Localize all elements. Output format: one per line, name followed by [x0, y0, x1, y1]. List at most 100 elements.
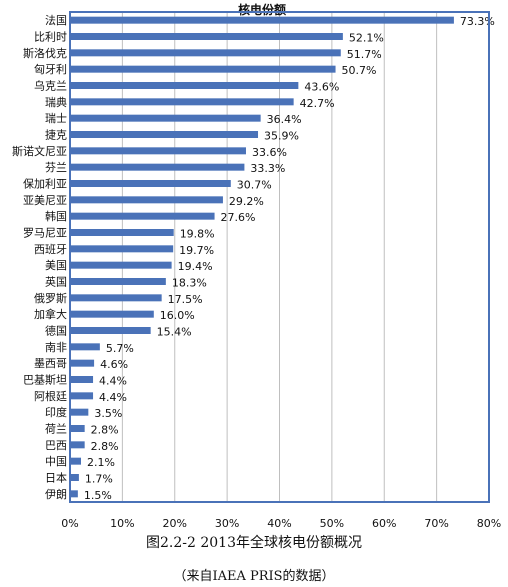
figure-caption: 图2.2-2 2013年全球核电份额概况 — [146, 535, 362, 551]
category-label: 罗马尼亚 — [23, 227, 67, 240]
bar — [70, 163, 245, 171]
x-tick-label: 10% — [110, 517, 134, 530]
bar — [70, 131, 259, 138]
category-label: 亚美尼亚 — [23, 194, 67, 207]
bar — [70, 49, 341, 57]
value-label: 52.1% — [349, 32, 384, 45]
category-label: 法国 — [45, 13, 67, 27]
source-caption: （来自IAEA PRIS的数据） — [173, 569, 335, 584]
value-label: 51.7% — [347, 48, 382, 61]
category-label: 西班牙 — [34, 243, 67, 256]
bar — [70, 408, 89, 416]
value-label: 17.5% — [168, 293, 203, 306]
value-label: 4.6% — [100, 358, 128, 371]
category-label: 南非 — [45, 341, 67, 354]
bar — [70, 294, 162, 302]
value-label: 35.9% — [264, 130, 299, 143]
category-label: 韩国 — [45, 209, 67, 223]
bar — [70, 376, 94, 383]
category-label: 瑞典 — [45, 95, 67, 109]
category-label: 捷克 — [45, 128, 67, 142]
bar — [70, 441, 85, 449]
value-label: 3.5% — [94, 407, 122, 420]
category-label: 印度 — [45, 405, 67, 419]
category-label: 保加利亚 — [23, 177, 67, 191]
x-tick-label: 0% — [61, 517, 78, 530]
x-tick-label: 30% — [215, 517, 239, 530]
category-label: 巴西 — [45, 439, 67, 452]
bar — [70, 425, 85, 432]
category-label: 英国 — [45, 275, 67, 289]
category-label: 荷兰 — [45, 423, 67, 436]
value-label: 43.6% — [304, 81, 339, 94]
category-label: 墨西哥 — [34, 357, 67, 370]
bar — [70, 229, 174, 236]
value-label: 1.5% — [84, 489, 112, 502]
value-label: 15.4% — [157, 326, 192, 339]
value-label: 36.4% — [267, 113, 302, 126]
value-label: 19.4% — [178, 260, 213, 273]
value-label: 1.7% — [85, 473, 113, 486]
value-label: 16.0% — [160, 309, 195, 322]
x-tick-label: 40% — [267, 517, 291, 530]
value-label: 30.7% — [237, 179, 272, 192]
bar — [70, 147, 246, 155]
value-label: 42.7% — [300, 97, 335, 110]
x-tick-label: 60% — [372, 517, 396, 530]
value-label: 5.7% — [106, 342, 134, 355]
category-label: 加拿大 — [34, 307, 67, 321]
bar — [70, 490, 78, 498]
value-label: 73.3% — [460, 15, 495, 28]
bar — [70, 278, 166, 285]
category-label: 伊朗 — [45, 488, 67, 501]
value-label: 19.8% — [180, 228, 215, 241]
bar — [70, 310, 154, 318]
chart-title: 核电份额 — [238, 2, 286, 17]
category-label: 斯洛伐克 — [23, 46, 67, 60]
bar — [70, 327, 151, 334]
bar — [70, 261, 172, 269]
category-label: 日本 — [45, 471, 67, 485]
category-label: 美国 — [45, 259, 67, 272]
bar — [70, 98, 294, 106]
bar-chart: 核电份额 法国比利时斯洛伐克匈牙利乌克兰瑞典瑞士捷克斯诺文尼亚芬兰保加利亚亚美尼… — [12, 2, 501, 530]
category-label: 德国 — [45, 324, 67, 338]
x-tick-label: 20% — [163, 517, 187, 530]
value-label: 33.3% — [250, 162, 285, 175]
bar — [70, 82, 299, 89]
bar — [70, 196, 223, 204]
bar — [70, 16, 454, 24]
value-label: 29.2% — [229, 195, 264, 208]
value-label: 19.7% — [179, 244, 214, 257]
x-tick-label: 80% — [477, 517, 501, 530]
value-labels: 73.3% 52.1% 51.7% 50.7%43.6% 42.7% 36.4% 35.9%… — [84, 15, 495, 502]
value-label: 50.7% — [342, 64, 377, 77]
value-label: 27.6% — [221, 211, 256, 224]
bar — [70, 114, 261, 122]
category-label: 阿根廷 — [34, 389, 67, 403]
x-tick-label: 50% — [320, 517, 344, 530]
category-label: 芬兰 — [45, 161, 67, 174]
bars — [70, 16, 454, 498]
bar — [70, 33, 343, 40]
x-tick-labels: 0% 10% 20% 30% 40% 50% 60% 70% 80% — [61, 517, 501, 530]
value-label: 2.8% — [91, 424, 119, 437]
bar — [70, 343, 100, 351]
category-label: 巴基斯坦 — [23, 373, 67, 387]
x-tick-label: 70% — [424, 517, 448, 530]
bar — [70, 65, 336, 73]
category-label: 乌克兰 — [34, 79, 67, 93]
bar — [70, 457, 81, 465]
category-label: 中国 — [45, 455, 67, 468]
value-label: 18.3% — [172, 277, 207, 290]
category-labels: 法国比利时斯洛伐克匈牙利乌克兰瑞典瑞士捷克斯诺文尼亚芬兰保加利亚亚美尼亚韩国罗马… — [12, 13, 67, 501]
plot-frame — [69, 11, 490, 503]
value-label: 33.6% — [252, 146, 287, 159]
value-label: 2.1% — [87, 456, 115, 469]
bar — [70, 392, 94, 400]
category-label: 斯诺文尼亚 — [12, 144, 67, 158]
category-label: 瑞士 — [45, 111, 67, 125]
category-label: 俄罗斯 — [34, 292, 67, 305]
bar — [70, 212, 215, 220]
bar — [70, 474, 79, 481]
